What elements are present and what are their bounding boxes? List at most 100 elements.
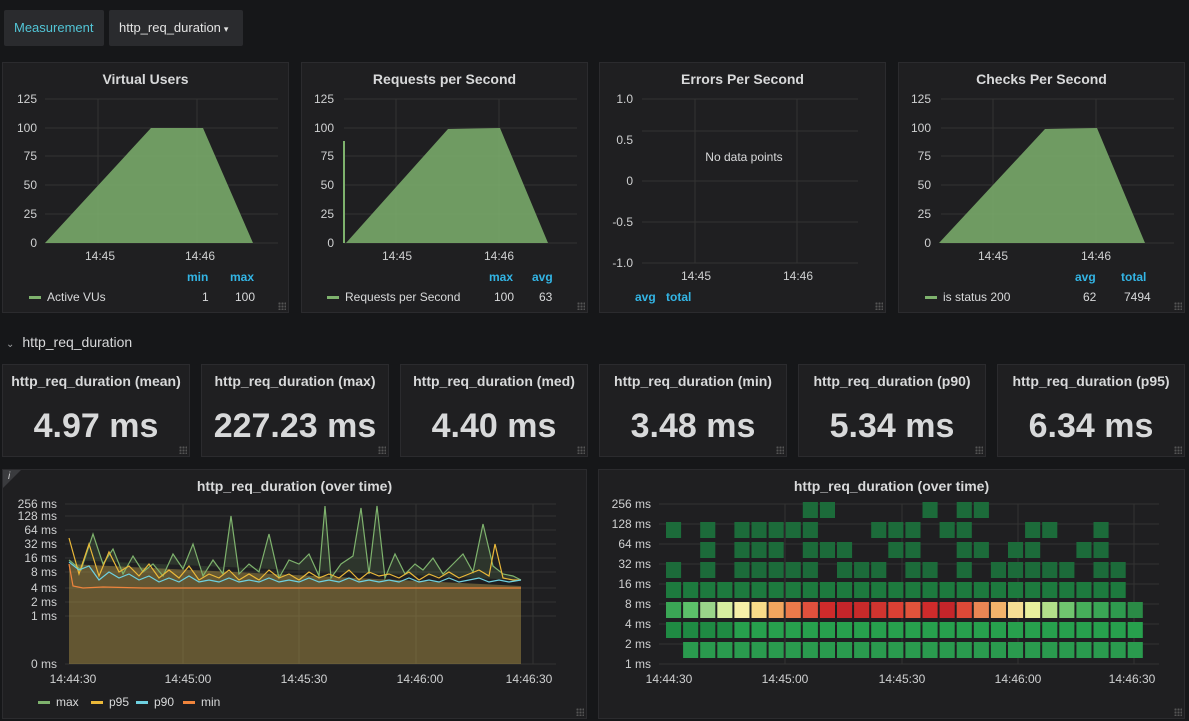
legend-col-min: min bbox=[187, 270, 209, 284]
heatmap-cell bbox=[785, 642, 801, 658]
legend-col-avg: avg bbox=[1075, 270, 1096, 284]
legend-item-min[interactable]: min bbox=[183, 695, 220, 709]
measurement-button[interactable]: Measurement bbox=[4, 10, 104, 46]
heatmap-cell bbox=[734, 522, 750, 538]
heatmap-cell bbox=[837, 602, 853, 618]
x-tick: 14:45 bbox=[85, 249, 115, 263]
heatmap-cell bbox=[888, 542, 904, 558]
heatmap-cell bbox=[1059, 602, 1075, 618]
heatmap-cell bbox=[922, 622, 938, 638]
stat-title: http_req_duration (p90) bbox=[813, 373, 971, 389]
heatmap-cell bbox=[1127, 622, 1143, 638]
heatmap-cell bbox=[700, 522, 716, 538]
y-tick: 16 ms bbox=[24, 551, 57, 565]
stat-title: http_req_duration (med) bbox=[413, 373, 575, 389]
x-tick: 14:45:00 bbox=[762, 672, 809, 686]
heatmap-cell bbox=[717, 642, 733, 658]
resize-handle[interactable] bbox=[776, 446, 784, 454]
legend-item-p95[interactable]: p95 bbox=[91, 695, 129, 709]
info-icon[interactable]: i bbox=[8, 471, 11, 482]
legend-col-total: total bbox=[1121, 270, 1147, 284]
heatmap-cell bbox=[1093, 642, 1109, 658]
resize-handle[interactable] bbox=[1174, 708, 1182, 716]
heatmap-cell bbox=[973, 502, 989, 518]
legend-item-active-vus[interactable]: Active VUs bbox=[29, 290, 106, 304]
heatmap-cell bbox=[888, 642, 904, 658]
heatmap-cell bbox=[956, 542, 972, 558]
heatmap-cell bbox=[871, 622, 887, 638]
heatmap-cell bbox=[1076, 582, 1092, 598]
legend-label: min bbox=[201, 695, 221, 709]
p95-line bbox=[68, 537, 521, 581]
resize-handle[interactable] bbox=[975, 446, 983, 454]
heatmap-cell bbox=[837, 582, 853, 598]
heatmap-cell bbox=[939, 522, 955, 538]
resize-handle[interactable] bbox=[577, 446, 585, 454]
resize-handle[interactable] bbox=[577, 302, 585, 310]
legend-value-avg: 63 bbox=[539, 290, 553, 304]
legend-label: Requests per Second bbox=[345, 290, 461, 304]
stat-panel-max: http_req_duration (max) 227.23 ms bbox=[201, 364, 389, 457]
stat-panel-p90: http_req_duration (p90) 5.34 ms bbox=[798, 364, 986, 457]
panel-duration-line: i http_req_duration (over time) 256 ms 1… bbox=[2, 469, 587, 719]
heatmap-cell bbox=[1110, 602, 1126, 618]
heatmap-cell bbox=[837, 622, 853, 638]
resize-handle[interactable] bbox=[1174, 302, 1182, 310]
heatmap-cell bbox=[871, 642, 887, 658]
p90-line bbox=[68, 561, 522, 583]
stat-value: 3.48 ms bbox=[630, 407, 756, 445]
resize-handle[interactable] bbox=[576, 708, 584, 716]
resize-handle[interactable] bbox=[378, 446, 386, 454]
heatmap-cell bbox=[666, 602, 682, 618]
heatmap-cell bbox=[1042, 582, 1058, 598]
legend-value-avg: 62 bbox=[1083, 290, 1097, 304]
heatmap-cell bbox=[1042, 642, 1058, 658]
heatmap-cell bbox=[990, 622, 1006, 638]
x-tick: 14:46 bbox=[185, 249, 215, 263]
row-header[interactable]: ⌄ http_req_duration bbox=[6, 334, 132, 350]
resize-handle[interactable] bbox=[1174, 446, 1182, 454]
heatmap-cell bbox=[819, 642, 835, 658]
heatmap-cell bbox=[854, 622, 870, 638]
heatmap-cell bbox=[1093, 522, 1109, 538]
series-swatch bbox=[38, 701, 50, 705]
heatmap-cell bbox=[700, 582, 716, 598]
legend-label: Active VUs bbox=[47, 290, 106, 304]
chevron-down-icon: ▾ bbox=[223, 24, 229, 34]
y-tick: 100 bbox=[17, 121, 37, 135]
heatmap-cell bbox=[905, 522, 921, 538]
stat-panel-med: http_req_duration (med) 4.40 ms bbox=[400, 364, 588, 457]
resize-handle[interactable] bbox=[278, 302, 286, 310]
vus-chart: 125 100 75 50 25 0 14:45 14:46 bbox=[17, 92, 278, 263]
legend-item-rps[interactable]: Requests per Second bbox=[327, 290, 460, 304]
heatmap-cell bbox=[802, 642, 818, 658]
heatmap-cell bbox=[990, 642, 1006, 658]
legend-item-p90[interactable]: p90 bbox=[136, 695, 174, 709]
heatmap-cell bbox=[768, 542, 784, 558]
resize-handle[interactable] bbox=[875, 302, 883, 310]
heatmap-cell bbox=[666, 582, 682, 598]
heatmap-cell bbox=[785, 602, 801, 618]
resize-handle[interactable] bbox=[179, 446, 187, 454]
legend-col-max: max bbox=[230, 270, 255, 284]
heatmap-cell bbox=[956, 622, 972, 638]
legend-item-checks[interactable]: is status 200 bbox=[925, 290, 1010, 304]
heatmap-cell bbox=[768, 622, 784, 638]
y-tick: -0.5 bbox=[612, 215, 633, 229]
rps-spike bbox=[343, 141, 345, 243]
heatmap-cell bbox=[700, 602, 716, 618]
legend-item-max[interactable]: max bbox=[38, 695, 79, 709]
panel-title: http_req_duration (over time) bbox=[793, 478, 990, 494]
heatmap-cell bbox=[1127, 602, 1143, 618]
heatmap-cell bbox=[888, 622, 904, 638]
heatmap-cell bbox=[837, 562, 853, 578]
measurement-dropdown[interactable]: http_req_duration ▾ bbox=[109, 10, 243, 46]
heatmap-cell bbox=[768, 642, 784, 658]
heatmap-cell bbox=[751, 522, 767, 538]
heatmap-cell bbox=[939, 642, 955, 658]
heatmap-cell bbox=[734, 602, 750, 618]
panel-title: http_req_duration (over time) bbox=[196, 478, 393, 494]
heatmap-cell bbox=[990, 582, 1006, 598]
stat-title: http_req_duration (min) bbox=[614, 373, 772, 389]
x-tick: 14:46:30 bbox=[506, 672, 553, 686]
